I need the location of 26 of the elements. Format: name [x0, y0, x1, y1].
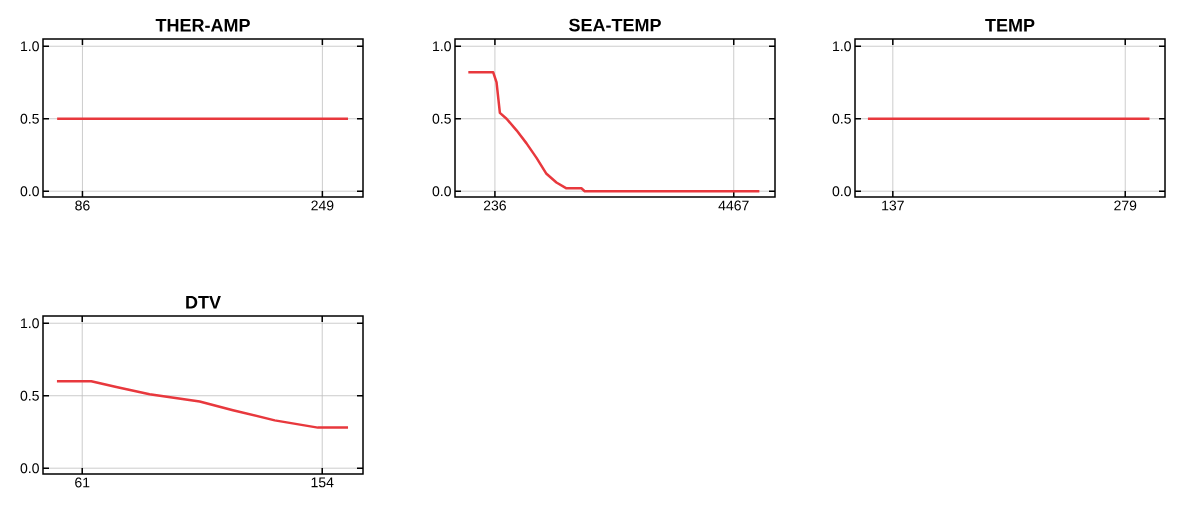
line-series [467, 71, 761, 193]
y-tick-label: 0.5 [20, 113, 39, 124]
y-tick-label: 0.0 [20, 463, 39, 474]
chart-title: THER-AMP [155, 19, 250, 32]
x-tick-label: 279 [1114, 200, 1137, 211]
y-tick-label: 0.5 [20, 390, 39, 401]
line-series [55, 379, 350, 429]
y-tick-label: 0.0 [832, 186, 851, 197]
x-tick-label: 154 [311, 477, 334, 488]
x-tick-label: 236 [483, 200, 506, 211]
x-tick-label: 249 [311, 200, 334, 211]
y-tick-label: 1.0 [21, 318, 39, 329]
y-tick-label: 1.0 [433, 41, 451, 52]
y-tick-label: 1.0 [21, 41, 39, 52]
x-tick-label: 86 [75, 200, 90, 211]
y-tick-label: 1.0 [833, 41, 851, 52]
x-tick-label: 137 [882, 200, 904, 211]
y-tick-label: 0.0 [20, 186, 39, 197]
chart-title: TEMP [985, 19, 1035, 32]
chart-title: DTV [186, 296, 221, 309]
x-tick-label: 4467 [718, 200, 749, 211]
y-tick-label: 0.0 [432, 186, 451, 197]
x-tick-label: 61 [75, 477, 90, 488]
y-tick-label: 0.5 [832, 113, 851, 124]
chart-title: SEA-TEMP [569, 18, 661, 32]
y-tick-label: 0.5 [432, 113, 451, 124]
